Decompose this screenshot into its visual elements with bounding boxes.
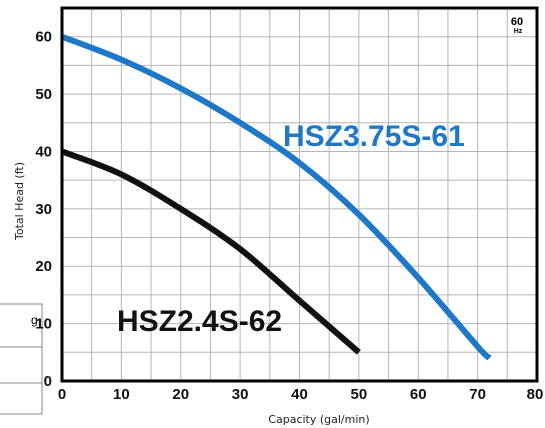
plot-frame [60,6,539,383]
x-tick-label: 60 [410,386,427,403]
y-tick-label: 20 [35,258,52,275]
frequency-value: 60 [511,16,523,28]
y-axis-title: Total Head (ft) [13,162,26,241]
x-tick-label: 10 [113,386,130,403]
y-tick-label: 0 [44,373,52,390]
y-tick-label: 50 [35,86,52,103]
y-tick-label: 30 [35,201,52,218]
side-table: g [0,303,43,415]
series-label-hsz375s61: HSZ3.75S-61 [283,120,465,153]
y-tick-label: 40 [35,143,52,160]
grid [62,8,537,381]
x-tick-label: 30 [232,386,249,403]
x-tick-label: 80 [527,386,544,403]
series-line-1 [60,148,361,355]
x-tick-labels: 0 10 20 30 40 50 60 70 80 [58,386,544,403]
x-tick-label: 20 [172,386,189,403]
x-tick-label: 70 [469,386,486,403]
x-tick-label: 50 [351,386,368,403]
side-table-letter: g [31,313,38,327]
frequency-badge: 60 Hz [511,16,523,35]
y-tick-label: 60 [35,29,52,46]
y-tick-label: 10 [35,316,52,333]
series-layer [60,33,492,361]
x-axis-title: Capacity (gal/min) [268,413,369,426]
series-label-hsz24s62: HSZ2.4S-62 [117,305,282,338]
y-tick-labels: 0 10 20 30 40 50 60 [35,29,52,390]
frequency-unit: Hz [514,28,523,35]
x-tick-label: 0 [58,386,66,403]
x-tick-label: 40 [291,386,308,403]
series-line-0 [60,33,492,361]
